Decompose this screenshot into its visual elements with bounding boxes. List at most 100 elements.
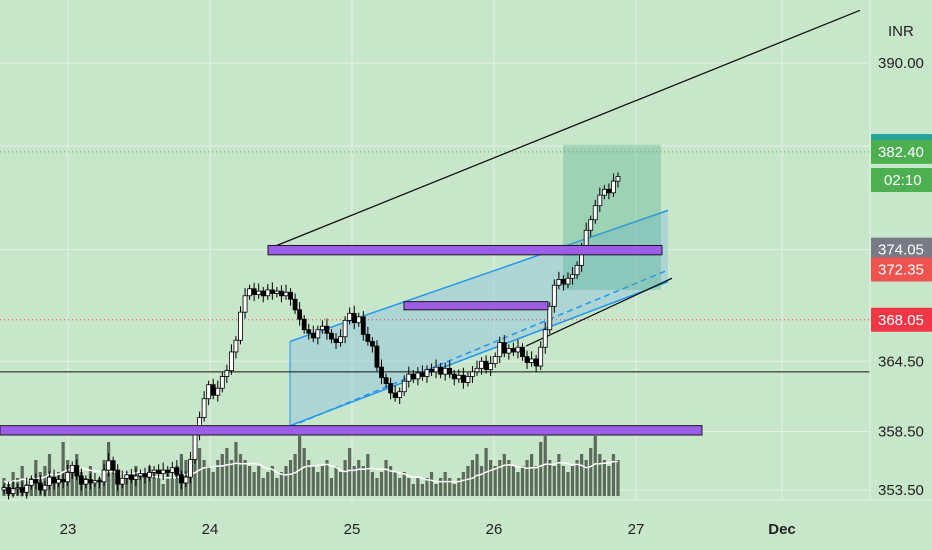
candle[interactable] [260,290,266,297]
candle[interactable] [479,360,484,369]
candle[interactable] [97,480,102,483]
candle[interactable] [392,392,398,398]
candle[interactable] [347,312,353,321]
candle[interactable] [342,319,348,338]
candle[interactable] [369,341,375,347]
candle[interactable] [401,380,407,393]
candle[interactable] [28,479,34,486]
candle[interactable] [424,369,430,377]
trend-line[interactable] [525,277,673,347]
candle[interactable] [192,433,198,460]
candle[interactable] [106,460,112,471]
candle[interactable] [415,372,421,380]
candle[interactable] [561,278,566,285]
candle[interactable] [533,358,539,367]
supply-zone[interactable] [267,244,663,256]
candle[interactable] [206,384,212,400]
candle[interactable] [83,479,89,485]
candle[interactable] [156,469,162,475]
candle[interactable] [279,290,284,297]
candle[interactable] [24,484,30,493]
channel-lower-line[interactable] [289,281,669,427]
candle[interactable] [6,487,11,494]
candle[interactable] [183,476,189,484]
candle[interactable] [329,332,334,340]
trend-line[interactable] [267,9,861,250]
candles[interactable] [0,172,703,500]
candle[interactable] [306,329,312,334]
candle[interactable] [247,288,253,297]
candle[interactable] [215,387,221,396]
candle[interactable] [138,473,143,477]
candle[interactable] [10,488,16,494]
candle[interactable] [188,459,193,478]
candle[interactable] [292,298,298,311]
candle[interactable] [142,473,148,478]
candle[interactable] [451,373,457,380]
candle[interactable] [274,290,280,294]
candle[interactable] [483,360,489,370]
candle[interactable] [251,288,257,296]
candle[interactable] [442,367,448,375]
candle[interactable] [151,469,157,473]
candle[interactable] [324,325,330,334]
candle[interactable] [256,290,262,296]
candle[interactable] [360,316,366,335]
candle[interactable] [383,377,389,384]
candle[interactable] [388,383,393,394]
candle[interactable] [133,475,139,480]
candle[interactable] [165,469,171,473]
time-axis[interactable]: 23 24 25 26 27 Dec [0,499,932,550]
candle[interactable] [365,333,371,342]
candle[interactable] [447,367,453,375]
candle[interactable] [60,479,66,483]
candle[interactable] [606,188,612,194]
candle[interactable] [119,477,125,485]
candle[interactable] [456,374,462,380]
channel-middle-line[interactable] [289,269,669,428]
candle[interactable] [174,467,180,476]
candle[interactable] [229,351,234,372]
candle[interactable] [556,278,562,286]
candle[interactable] [374,345,380,368]
candle[interactable] [410,373,416,380]
candle[interactable] [288,291,293,300]
candle[interactable] [1,487,7,491]
candle[interactable] [283,291,289,297]
candle[interactable] [492,356,498,365]
candle[interactable] [333,338,339,343]
candle[interactable] [78,475,84,485]
candle[interactable] [488,363,494,370]
candle[interactable] [297,309,303,320]
candle[interactable] [56,479,61,484]
candle[interactable] [319,325,325,331]
candle[interactable] [42,484,48,491]
candle[interactable] [88,479,93,484]
candle[interactable] [506,348,512,354]
candle[interactable] [65,472,71,483]
candle[interactable] [465,376,471,383]
candle[interactable] [524,356,530,363]
candle[interactable] [115,469,121,485]
candle[interactable] [101,469,107,483]
candle[interactable] [501,342,507,354]
candle[interactable] [265,289,271,297]
candle[interactable] [397,391,403,398]
candle[interactable] [406,373,412,382]
candle[interactable] [574,264,580,276]
candle[interactable] [542,329,548,348]
supply-zone[interactable] [403,301,549,311]
candle[interactable] [356,316,362,324]
candle[interactable] [169,467,175,473]
candle[interactable] [110,460,116,471]
candle[interactable] [520,346,525,358]
candle[interactable] [128,474,134,480]
candle[interactable] [460,374,466,383]
candle[interactable] [429,369,434,373]
candle[interactable] [529,358,534,363]
candle[interactable] [510,348,516,353]
candle[interactable] [233,339,239,353]
candle[interactable] [15,487,21,490]
